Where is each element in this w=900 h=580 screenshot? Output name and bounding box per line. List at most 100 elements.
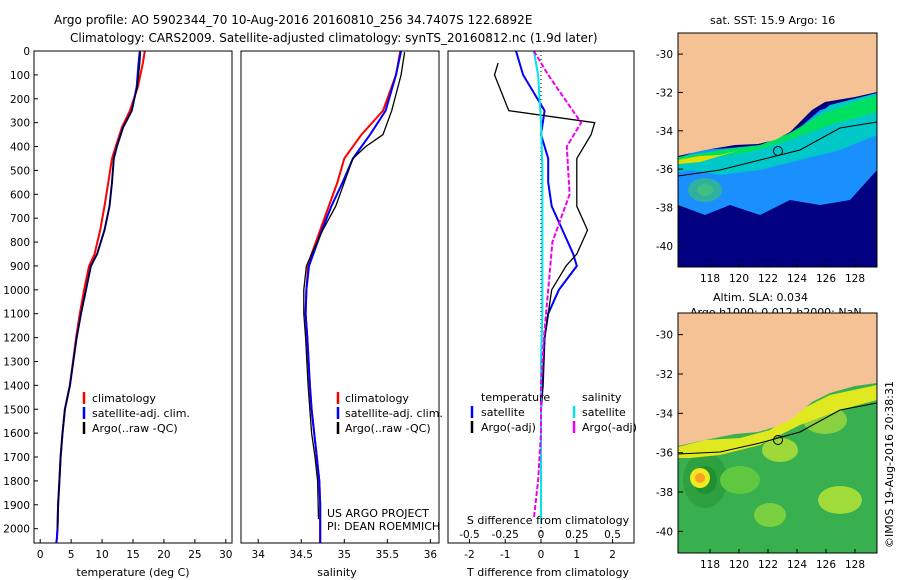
- temperature-tick-label: 0: [37, 549, 44, 561]
- depth-tick-label: 500: [10, 165, 30, 177]
- depth-tick-label: 800: [10, 237, 30, 249]
- temperature-xlabel: temperature (deg C): [76, 566, 189, 579]
- t-diff-tick-label: -1: [500, 549, 510, 561]
- difference-series-2: [493, 62, 596, 520]
- map-lon-label: 128: [845, 273, 865, 285]
- depth-tick-label: 700: [10, 213, 30, 225]
- depth-tick-label: 1700: [3, 452, 30, 464]
- difference-legend: temperature salinity satellite Argo(-adj…: [470, 391, 637, 434]
- salinity-tick-label: 35.5: [376, 549, 399, 561]
- map-lon-label: 120: [729, 559, 749, 571]
- sla-map-title1: Altim. SLA: 0.034: [713, 291, 808, 304]
- depth-tick-label: 1400: [3, 380, 30, 392]
- map-lon-label: 122: [758, 559, 778, 571]
- temperature-legend-satellite: satellite-adj. clim.: [92, 407, 190, 420]
- map-lon-label: 118: [700, 559, 720, 571]
- depth-tick-label: 1800: [3, 476, 30, 488]
- depth-tick-label: 1900: [3, 500, 30, 512]
- map-lon-label: 120: [729, 273, 749, 285]
- difference-series-3: [532, 51, 544, 524]
- temperature-legend: climatology satellite-adj. clim. Argo(..…: [82, 392, 190, 435]
- s-diff-tick-label: -0.25: [492, 529, 519, 541]
- temperature-tick-label: 15: [126, 549, 139, 561]
- map-lon-label: 122: [758, 273, 778, 285]
- map-lon-label: 124: [787, 559, 807, 571]
- s-diff-tick-label: -0.5: [459, 529, 480, 541]
- s-diff-tick-label: 0.25: [565, 529, 588, 541]
- project-note: US ARGO PROJECT: [327, 507, 429, 520]
- salinity-legend-climatology: climatology: [345, 392, 409, 405]
- legend-sal-satellite: satellite: [582, 406, 626, 419]
- t-diff-tick-label: 0: [538, 549, 545, 561]
- salinity-tick-label: 34.5: [290, 549, 313, 561]
- sst-argo-marker: [773, 146, 783, 156]
- depth-tick-label: 1100: [3, 309, 30, 321]
- pi-note: PI: DEAN ROEMMICH: [327, 520, 440, 533]
- s-diff-tick-label: 0: [538, 529, 545, 541]
- map-lat-label: -38: [656, 487, 673, 499]
- difference-series-1: [515, 51, 578, 520]
- temperature-tick-label: 20: [157, 549, 170, 561]
- sst-map-title: sat. SST: 15.9 Argo: 16: [710, 14, 835, 27]
- depth-tick-label: 300: [10, 118, 30, 130]
- depth-tick-label: 1300: [3, 356, 30, 368]
- sla-map-frame: [677, 312, 878, 554]
- sla-map: Altim. SLA: 0.034 Argo h1000: 0.012 h200…: [656, 291, 878, 571]
- sst-map-frame: [677, 32, 878, 268]
- legend-temperature-title: temperature: [481, 391, 550, 404]
- depth-tick-label: 0: [23, 46, 30, 58]
- depth-tick-label: 600: [10, 189, 30, 201]
- map-lat-label: -34: [656, 408, 673, 420]
- map-lon-label: 128: [845, 559, 865, 571]
- salinity-tick-label: 36: [424, 549, 438, 561]
- t-diff-tick-label: 2: [609, 549, 616, 561]
- salinity-axes-frame: [240, 50, 440, 544]
- temperature-legend-climatology: climatology: [92, 392, 156, 405]
- map-lat-label: -40: [656, 526, 673, 538]
- copyright-stamp: ©IMOS 19-Aug-2016 20:38:31: [883, 381, 896, 548]
- legend-temp-satellite: satellite: [481, 406, 525, 419]
- sla-coast-band: [678, 385, 877, 458]
- depth-tick-label: 100: [10, 70, 30, 82]
- depth-tick-label: 900: [10, 261, 30, 273]
- sst-land: [678, 33, 877, 156]
- map-lat-label: -36: [656, 448, 673, 460]
- salinity-legend-argo: Argo(..raw -QC): [345, 422, 431, 435]
- temperature-series-2: [55, 51, 141, 543]
- t-difference-xlabel: T difference from climatology: [466, 566, 629, 579]
- depth-tick-label: 200: [10, 94, 30, 106]
- temperature-tick-label: 10: [95, 549, 108, 561]
- temperature-panel: 0100200300400500600700800900100011001200…: [3, 46, 233, 579]
- legend-temp-argo: Argo(-adj): [481, 421, 536, 434]
- depth-tick-label: 400: [10, 142, 30, 154]
- map-lat-label: -34: [656, 126, 673, 138]
- map-lon-label: 126: [816, 559, 836, 571]
- salinity-xlabel: salinity: [317, 566, 357, 579]
- map-lat-label: -32: [656, 369, 673, 381]
- salinity-panel: 34 34.5 35 35.5 36 salinity climatology sate…: [240, 50, 443, 579]
- temperature-series-3: [56, 52, 142, 529]
- legend-sal-argo: Argo(-adj): [582, 421, 637, 434]
- map-lat-label: -38: [656, 203, 673, 215]
- map-lat-label: -40: [656, 241, 673, 253]
- temperature-tick-label: 30: [219, 549, 232, 561]
- salinity-tick-label: 35: [338, 549, 351, 561]
- t-diff-tick-label: -2: [464, 549, 474, 561]
- legend-salinity-title: salinity: [582, 391, 622, 404]
- depth-tick-label: 1600: [3, 428, 30, 440]
- sla-land: [678, 313, 877, 446]
- depth-tick-label: 1200: [3, 333, 30, 345]
- sst-map: sat. SST: 15.9 Argo: 16 -30 -32 -34 -36 -38 -…: [656, 14, 878, 285]
- depth-tick-label: 1500: [3, 404, 30, 416]
- temperature-axes-frame: [33, 50, 233, 544]
- map-lon-label: 118: [700, 273, 720, 285]
- header-line2: Climatology: CARS2009. Satellite-adjuste…: [70, 31, 598, 45]
- map-lat-label: -30: [656, 330, 673, 342]
- depth-tick-label: 1000: [3, 285, 30, 297]
- temperature-tick-label: 25: [188, 549, 201, 561]
- t-diff-tick-label: 1: [573, 549, 580, 561]
- salinity-tick-label: 34: [252, 549, 266, 561]
- salinity-series-3: [303, 52, 406, 520]
- map-lon-label: 126: [816, 273, 836, 285]
